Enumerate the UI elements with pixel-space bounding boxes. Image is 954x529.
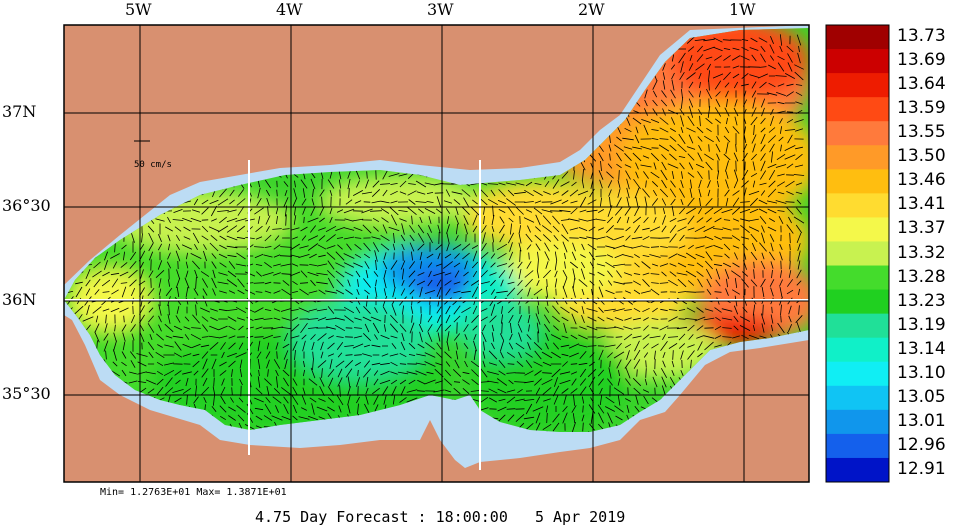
colorbar-swatch	[826, 25, 889, 50]
colorbar-value: 12.96	[897, 434, 946, 455]
colorbar-swatch	[826, 241, 889, 267]
temperature-field	[64, 28, 809, 432]
colorbar	[826, 25, 889, 483]
temperature-patch	[460, 300, 540, 360]
colorbar-swatch	[826, 337, 889, 363]
colorbar-value: 13.19	[897, 314, 946, 335]
colorbar-value: 13.23	[897, 290, 946, 311]
latitude-label: 36°30	[2, 196, 51, 215]
longitude-label: 1W	[729, 0, 756, 19]
graticule	[64, 25, 809, 482]
colorbar-value: 13.37	[897, 218, 946, 239]
colorbar-swatch	[826, 217, 889, 242]
colorbar-value: 13.41	[897, 194, 946, 215]
colorbar-value: 13.59	[897, 98, 946, 119]
forecast-caption: 4.75 Day Forecast : 18:00:00 5 Apr 2019	[255, 508, 626, 526]
colorbar-swatch	[826, 385, 889, 411]
colorbar-swatch	[826, 145, 889, 170]
colorbar-value: 13.28	[897, 266, 946, 287]
section-lines	[64, 160, 809, 470]
colorbar-swatch	[826, 265, 889, 291]
colorbar-frame	[825, 24, 890, 483]
colorbar-value: 13.69	[897, 50, 946, 71]
colorbar-swatch	[826, 457, 889, 483]
colorbar-swatch	[826, 49, 889, 74]
latitude-label: 35°30	[2, 384, 51, 403]
colorbar-value: 13.50	[897, 146, 946, 167]
longitude-label: 3W	[427, 0, 454, 19]
colorbar-swatch	[826, 97, 889, 122]
colorbar-value: 13.46	[897, 170, 946, 191]
colorbar-value: 12.91	[897, 458, 946, 479]
colorbar-value: 13.64	[897, 74, 946, 95]
colorbar-value: 13.73	[897, 26, 946, 47]
colorbar-value: 13.10	[897, 362, 946, 383]
colorbar-swatch	[826, 193, 889, 218]
latitude-label: 36N	[2, 290, 37, 309]
scale-label: 50 cm/s	[134, 160, 172, 170]
colorbar-value: 13.55	[897, 122, 946, 143]
colorbar-swatch	[826, 289, 889, 315]
colorbar-swatch	[826, 73, 889, 98]
colorbar-swatch	[826, 121, 889, 146]
colorbar-value: 13.05	[897, 386, 946, 407]
map-frame	[63, 24, 810, 483]
temperature-patch	[500, 240, 620, 300]
colorbar-value: 13.32	[897, 242, 946, 263]
latitude-label: 37N	[2, 102, 37, 121]
longitude-label: 2W	[578, 0, 605, 19]
colorbar-value: 13.01	[897, 410, 946, 431]
temperature-patch	[670, 28, 809, 100]
longitude-label: 5W	[125, 0, 152, 19]
longitude-label: 4W	[276, 0, 303, 19]
temperature-patch	[320, 175, 480, 225]
colorbar-swatch	[826, 361, 889, 387]
min-max-readout: Min= 1.2763E+01 Max= 1.3871E+01	[100, 487, 287, 498]
colorbar-value: 13.14	[897, 338, 946, 359]
colorbar-swatch	[826, 433, 889, 459]
colorbar-swatch	[826, 169, 889, 194]
colorbar-swatch	[826, 313, 889, 339]
colorbar-swatch	[826, 409, 889, 435]
temperature-patch	[410, 267, 470, 303]
temperature-patch	[600, 320, 720, 380]
